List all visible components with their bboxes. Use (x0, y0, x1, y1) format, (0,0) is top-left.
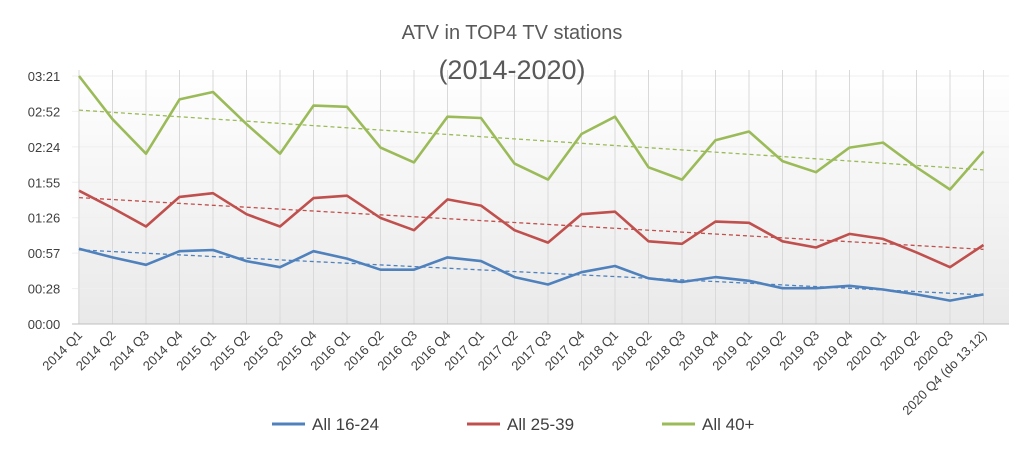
y-tick-label: 02:52 (28, 104, 61, 119)
trendlines (78, 109, 984, 296)
legend-label: All 40+ (702, 415, 755, 434)
legend-label: All 25-39 (507, 415, 574, 434)
y-tick-label: 01:55 (28, 175, 61, 190)
legend: All 16-24 All 25-39 All 40+ (272, 415, 755, 434)
y-tick-label: 01:26 (28, 211, 61, 226)
y-tick-label: 02:24 (28, 140, 61, 155)
trendline (78, 196, 984, 251)
gridlines (72, 70, 1009, 325)
series-line (78, 189, 985, 269)
legend-label: All 16-24 (312, 415, 379, 434)
chart-title: ATV in TOP4 TV stations (402, 22, 623, 44)
y-tick-label: 00:57 (28, 246, 61, 261)
y-tick-label: 00:28 (28, 282, 61, 297)
series-line (77, 75, 985, 191)
series-line (78, 247, 984, 302)
y-axis-ticks: 00:00 00:28 00:57 01:26 01:55 02:24 02:52 03:21 (28, 69, 61, 332)
trendline (78, 249, 984, 296)
series-lines (77, 75, 985, 302)
y-tick-label: 03:21 (28, 69, 61, 84)
chart-subtitle: (2014-2020) (438, 55, 585, 85)
y-tick-label: 00:00 (28, 317, 61, 332)
